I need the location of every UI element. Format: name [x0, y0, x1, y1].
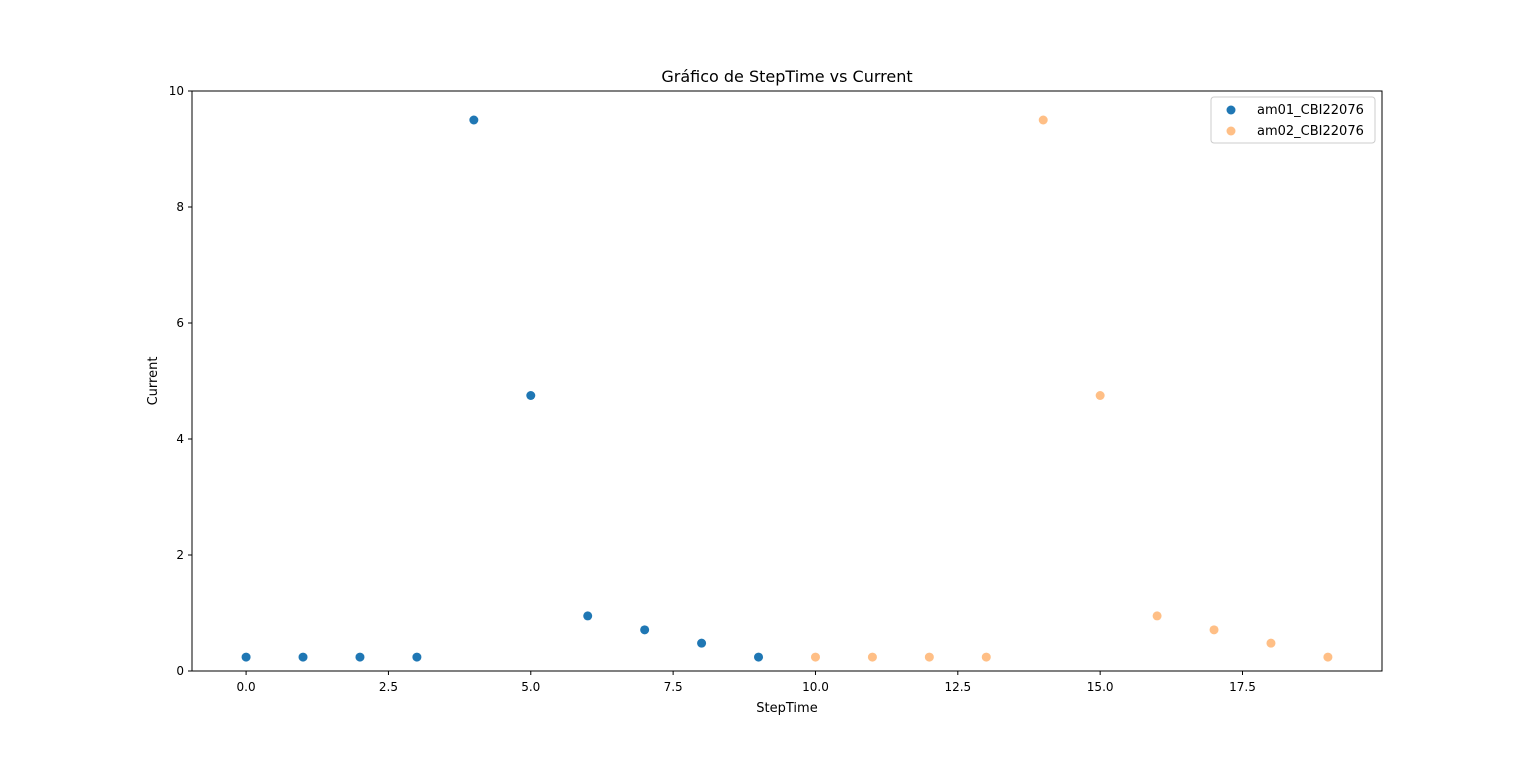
data-point-series2-1	[867, 652, 877, 662]
data-points	[241, 115, 1333, 662]
data-point-series1-0	[241, 652, 251, 662]
x-tick-label: 10.0	[802, 680, 829, 694]
plot-area-frame	[191, 90, 1383, 672]
data-point-series2-2	[924, 652, 934, 662]
x-tick-label: 15.0	[1087, 680, 1114, 694]
x-tick-label: 5.0	[521, 680, 540, 694]
data-point-series2-7	[1209, 625, 1219, 635]
y-tick-label: 6	[176, 316, 184, 330]
legend-marker-am01	[1226, 105, 1236, 115]
y-axis-ticks: 0 2 4 6 8 10	[169, 84, 192, 678]
x-axis-ticks: 0.0 2.5 5.0 7.5 10.0 12.5 15.0 17.5	[237, 671, 1256, 694]
y-tick-label: 4	[176, 432, 184, 446]
data-point-series2-3	[981, 652, 991, 662]
x-tick-label: 12.5	[944, 680, 971, 694]
data-point-series1-9	[754, 652, 764, 662]
data-point-series2-6	[1152, 611, 1162, 621]
y-tick-label: 10	[169, 84, 184, 98]
y-tick-label: 8	[176, 200, 184, 214]
data-point-series1-7	[640, 625, 650, 635]
data-point-series2-9	[1323, 652, 1333, 662]
data-point-series1-4	[469, 115, 479, 125]
data-point-series1-6	[583, 611, 593, 621]
x-axis-label: StepTime	[756, 701, 817, 716]
x-tick-label: 0.0	[237, 680, 256, 694]
data-point-series2-4	[1038, 115, 1048, 125]
data-point-series2-5	[1095, 391, 1105, 400]
legend-label-am01: am01_CBI22076	[1257, 103, 1364, 118]
data-point-series1-2	[355, 652, 365, 662]
data-point-series2-8	[1266, 638, 1276, 648]
data-point-series1-1	[298, 652, 308, 662]
x-tick-label: 2.5	[379, 680, 398, 694]
legend-label-am02: am02_CBI22076	[1257, 124, 1364, 139]
x-tick-label: 17.5	[1229, 680, 1256, 694]
y-axis-label: Current	[146, 357, 161, 406]
chart-legend: am01_CBI22076 am02_CBI22076	[1210, 96, 1376, 144]
data-point-series1-5	[526, 391, 536, 400]
y-tick-label: 0	[176, 664, 184, 678]
x-tick-label: 7.5	[664, 680, 683, 694]
data-point-series2-0	[810, 652, 820, 662]
chart-title: Gráfico de StepTime vs Current	[661, 67, 912, 86]
legend-box	[1210, 96, 1376, 144]
data-point-series1-3	[412, 652, 422, 662]
legend-marker-am02	[1226, 126, 1236, 136]
data-point-series1-8	[697, 638, 707, 648]
y-tick-label: 2	[176, 548, 184, 562]
